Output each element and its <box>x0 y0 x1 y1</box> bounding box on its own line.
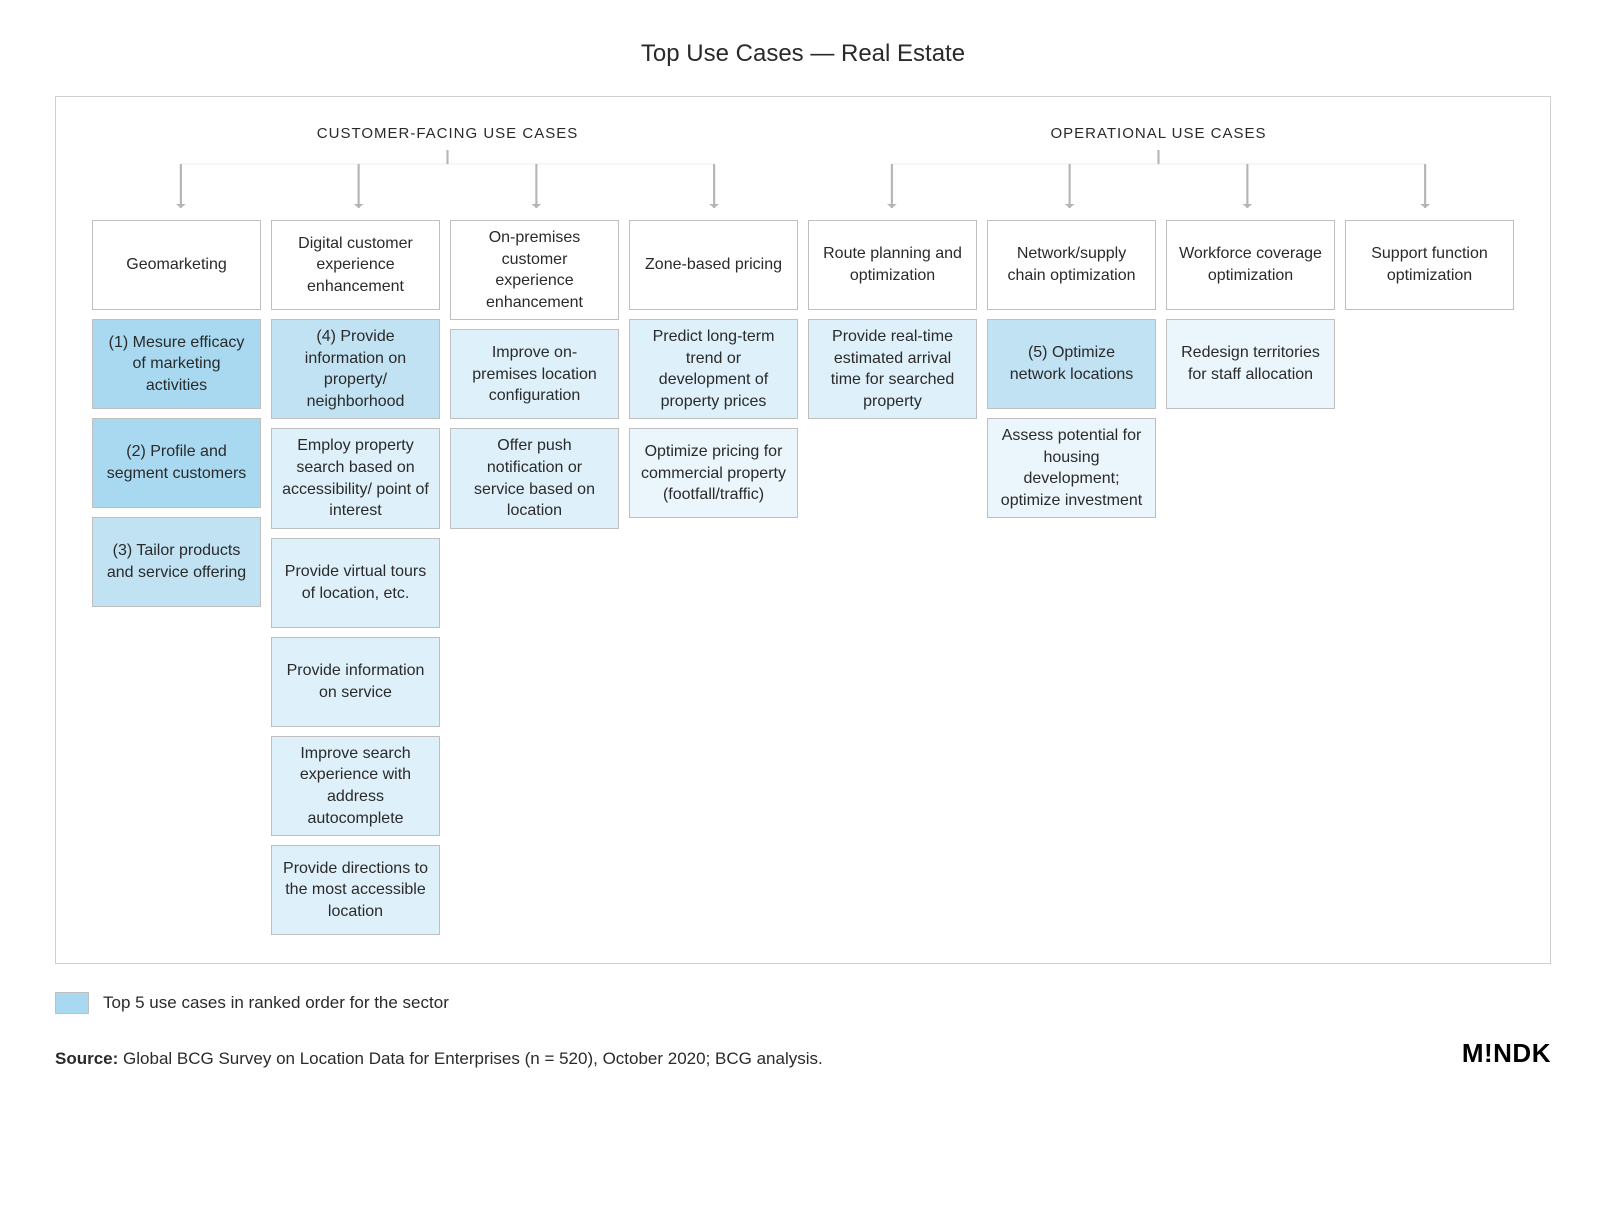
legend-row: Top 5 use cases in ranked order for the … <box>55 992 1551 1014</box>
source-label: Source: <box>55 1049 118 1068</box>
column-4: Route planning and optimizationProvide r… <box>808 220 977 935</box>
column-3: Zone-based pricingPredict long-term tren… <box>629 220 798 935</box>
use-case-cell: Provide virtual tours of location, etc. <box>271 538 440 628</box>
use-case-cell: Optimize pricing for commercial property… <box>629 428 798 518</box>
column-header: On-premises customer experience enhancem… <box>450 220 619 320</box>
use-case-cell: (1) Mesure efficacy of marketing activit… <box>92 319 261 409</box>
use-case-cell: Redesign territories for staff allocatio… <box>1166 319 1335 409</box>
legend-text: Top 5 use cases in ranked order for the … <box>103 993 449 1013</box>
column-6: Workforce coverage optimizationRedesign … <box>1166 220 1335 935</box>
group-header-operational: OPERATIONAL USE CASES <box>803 125 1514 142</box>
legend-swatch <box>55 992 89 1014</box>
use-case-cell: (4) Provide information on property/ nei… <box>271 319 440 419</box>
connector-right <box>803 150 1514 178</box>
column-0: Geomarketing(1) Mesure efficacy of marke… <box>92 220 261 935</box>
use-case-grid: Geomarketing(1) Mesure efficacy of marke… <box>92 220 1514 935</box>
connector-left <box>92 150 803 178</box>
column-header: Digital customer experience enhancement <box>271 220 440 310</box>
use-case-cell: (3) Tailor products and service offering <box>92 517 261 607</box>
column-header: Network/supply chain optimization <box>987 220 1156 310</box>
group-headers-row: CUSTOMER-FACING USE CASES OPERATIONAL US… <box>92 125 1514 142</box>
use-case-cell: Provide information on service <box>271 637 440 727</box>
column-header: Workforce coverage optimization <box>1166 220 1335 310</box>
use-case-cell: Offer push notification or service based… <box>450 428 619 528</box>
diagram-frame: CUSTOMER-FACING USE CASES OPERATIONAL US… <box>55 96 1551 964</box>
column-header: Geomarketing <box>92 220 261 310</box>
source-row: Source: Global BCG Survey on Location Da… <box>55 1038 1551 1069</box>
column-2: On-premises customer experience enhancem… <box>450 220 619 935</box>
column-5: Network/supply chain optimization(5) Opt… <box>987 220 1156 935</box>
use-case-cell: Improve on-premises location configurati… <box>450 329 619 419</box>
source-body: Global BCG Survey on Location Data for E… <box>123 1049 823 1068</box>
column-header: Route planning and optimization <box>808 220 977 310</box>
use-case-cell: (5) Optimize network locations <box>987 319 1156 409</box>
column-header: Support function optimization <box>1345 220 1514 310</box>
use-case-cell: Predict long-term trend or development o… <box>629 319 798 419</box>
use-case-cell: Improve search experience with address a… <box>271 736 440 836</box>
column-1: Digital customer experience enhancement(… <box>271 220 440 935</box>
use-case-cell: (2) Profile and segment customers <box>92 418 261 508</box>
column-header: Zone-based pricing <box>629 220 798 310</box>
page-title: Top Use Cases — Real Estate <box>55 40 1551 68</box>
use-case-cell: Employ property search based on accessib… <box>271 428 440 528</box>
column-7: Support function optimization <box>1345 220 1514 935</box>
group-header-customer: CUSTOMER-FACING USE CASES <box>92 125 803 142</box>
use-case-cell: Provide directions to the most accessibl… <box>271 845 440 935</box>
use-case-cell: Provide real-time estimated arrival time… <box>808 319 977 419</box>
use-case-cell: Assess potential for housing development… <box>987 418 1156 518</box>
connector-row <box>92 150 1514 178</box>
brand-logo: M!NDK <box>1462 1038 1551 1069</box>
source-text: Source: Global BCG Survey on Location Da… <box>55 1049 823 1069</box>
